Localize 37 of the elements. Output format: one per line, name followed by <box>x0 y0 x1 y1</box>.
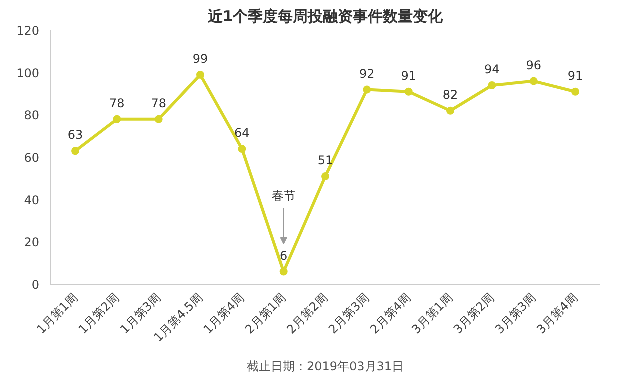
data-label: 64 <box>234 126 250 140</box>
point <box>363 86 372 94</box>
point <box>238 145 246 154</box>
point <box>322 172 330 181</box>
data-label: 92 <box>360 66 375 81</box>
point <box>404 88 413 96</box>
point <box>572 88 580 96</box>
data-label: 78 <box>151 96 166 110</box>
data-label: 91 <box>401 68 416 83</box>
y-tick-label: 100 <box>16 66 40 80</box>
point <box>113 115 122 124</box>
data-label: 94 <box>484 62 500 77</box>
data-label: 51 <box>318 154 334 168</box>
y-tick-label: 120 <box>16 24 40 38</box>
y-tick-label: 40 <box>24 193 40 208</box>
y-tick-label: 0 <box>32 278 40 292</box>
data-label: 96 <box>526 58 542 72</box>
point <box>488 82 496 90</box>
data-label: 78 <box>110 96 125 110</box>
point <box>196 70 204 79</box>
point <box>280 268 288 276</box>
data-label: 63 <box>68 128 84 142</box>
data-label: 91 <box>568 68 584 83</box>
annotation: 春节 <box>272 189 296 204</box>
y-tick-label: 80 <box>24 108 40 123</box>
text: 截止日期：2019年03月31日 <box>246 360 404 374</box>
point <box>446 106 454 115</box>
point <box>530 77 538 86</box>
point <box>72 147 80 156</box>
y-tick-label: 20 <box>24 236 40 250</box>
point <box>154 115 163 124</box>
chart-title: 近1个季度每周投融资事件数量变化 <box>206 8 444 26</box>
y-tick-label: 60 <box>24 151 40 165</box>
data-label: 6 <box>280 248 288 263</box>
data-label: 82 <box>442 88 458 102</box>
x-tick-label: 1月第1周 <box>34 290 80 337</box>
data-label: 99 <box>192 52 208 66</box>
